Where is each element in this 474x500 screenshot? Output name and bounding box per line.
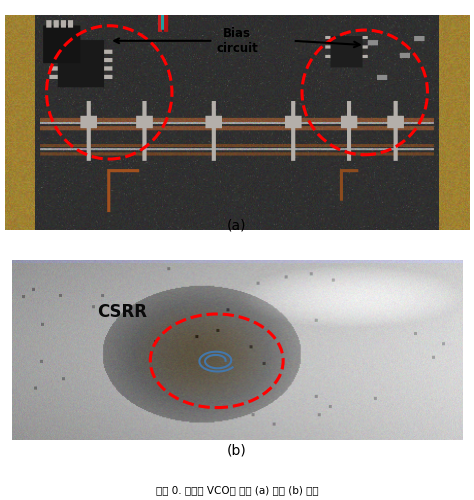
Text: (a): (a) <box>227 218 247 232</box>
Text: CSRR: CSRR <box>97 303 147 321</box>
Text: 그림 0. 제작된 VCO의 구사 (a) 왼면 (b) 다면: 그림 0. 제작된 VCO의 구사 (a) 왼면 (b) 다면 <box>155 485 319 495</box>
Text: (b): (b) <box>227 444 247 458</box>
Text: Bias
circuit: Bias circuit <box>114 27 258 55</box>
